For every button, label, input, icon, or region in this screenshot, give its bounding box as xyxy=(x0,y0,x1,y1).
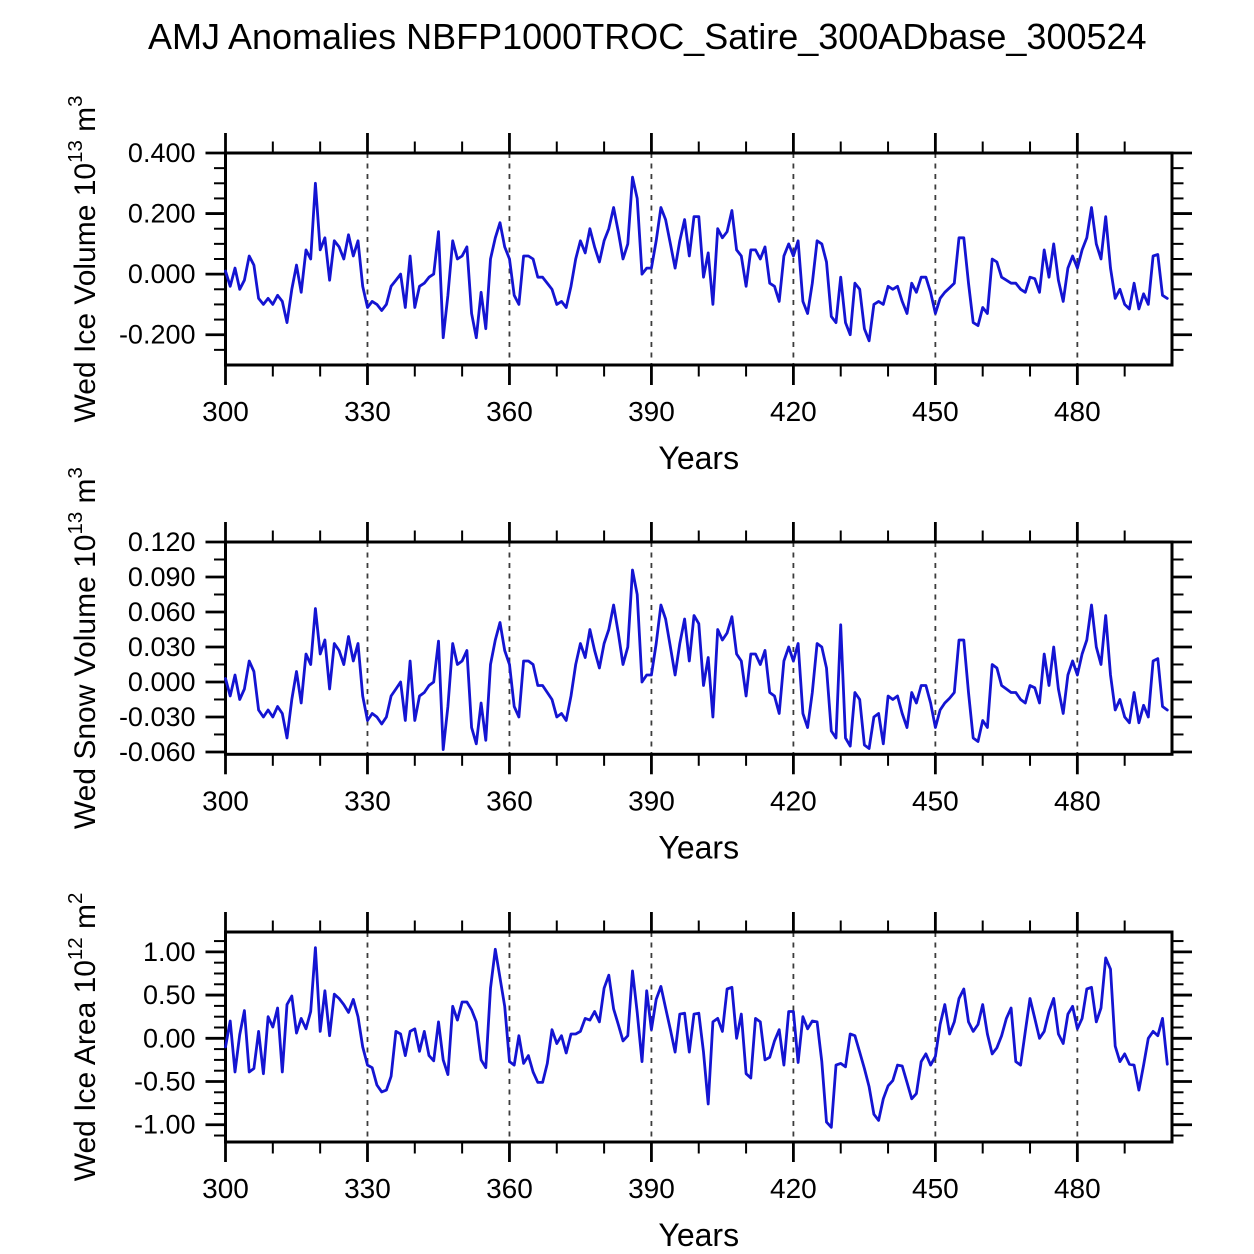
x-tick-label: 480 xyxy=(1054,1173,1101,1204)
series-line-ice-area xyxy=(224,946,1169,1129)
y-tick-label: 0.090 xyxy=(128,562,196,592)
y-tick-label: 0.030 xyxy=(128,632,196,662)
x-tick-label: 420 xyxy=(770,396,817,427)
y-tick-label: 0.060 xyxy=(128,597,196,627)
x-tick-label: 360 xyxy=(486,785,533,816)
x-tick-label: 300 xyxy=(202,396,249,427)
series-line-snow-volume xyxy=(224,568,1169,751)
series-line-ice-volume xyxy=(224,175,1169,343)
x-tick-label: 450 xyxy=(912,396,959,427)
chart-title: AMJ Anomalies NBFP1000TROC_Satire_300ADb… xyxy=(148,16,1147,57)
y-tick-label: -0.50 xyxy=(134,1067,196,1097)
x-tick-label: 420 xyxy=(770,785,817,816)
x-tick-label: 300 xyxy=(202,1173,249,1204)
y-axis-title: Wed Snow Volume 1013 m3 xyxy=(65,467,102,829)
x-axis-title: Years xyxy=(658,829,739,865)
x-tick-label: 480 xyxy=(1054,785,1101,816)
y-tick-label: 0.50 xyxy=(143,980,196,1010)
y-tick-label: -0.200 xyxy=(119,320,196,350)
x-tick-label: 450 xyxy=(912,785,959,816)
y-tick-label: 0.200 xyxy=(128,199,196,229)
x-tick-label: 450 xyxy=(912,1173,959,1204)
x-tick-label: 330 xyxy=(344,1173,391,1204)
y-axis-title: Wed Ice Area 1012 m2 xyxy=(65,893,102,1182)
x-tick-label: 330 xyxy=(344,785,391,816)
y-tick-label: -0.060 xyxy=(119,737,196,767)
y-tick-label: 1.00 xyxy=(143,937,196,967)
x-tick-label: 330 xyxy=(344,396,391,427)
x-tick-label: 390 xyxy=(628,396,675,427)
y-tick-label: -0.030 xyxy=(119,702,196,732)
x-axis-title: Years xyxy=(658,440,739,476)
y-tick-label: 0.00 xyxy=(143,1023,196,1053)
y-tick-label: 0.400 xyxy=(128,138,196,168)
x-tick-label: 360 xyxy=(486,396,533,427)
y-tick-label: -1.00 xyxy=(134,1110,196,1140)
y-tick-label: 0.000 xyxy=(128,667,196,697)
y-tick-label: 0.120 xyxy=(128,527,196,557)
x-tick-label: 360 xyxy=(486,1173,533,1204)
x-tick-label: 420 xyxy=(770,1173,817,1204)
x-tick-label: 390 xyxy=(628,785,675,816)
x-axis-title: Years xyxy=(658,1217,739,1253)
x-tick-label: 390 xyxy=(628,1173,675,1204)
y-axis-title: Wed Ice Volume 1013 m3 xyxy=(65,96,102,423)
y-tick-label: 0.000 xyxy=(128,259,196,289)
x-tick-label: 480 xyxy=(1054,396,1101,427)
x-tick-label: 300 xyxy=(202,785,249,816)
